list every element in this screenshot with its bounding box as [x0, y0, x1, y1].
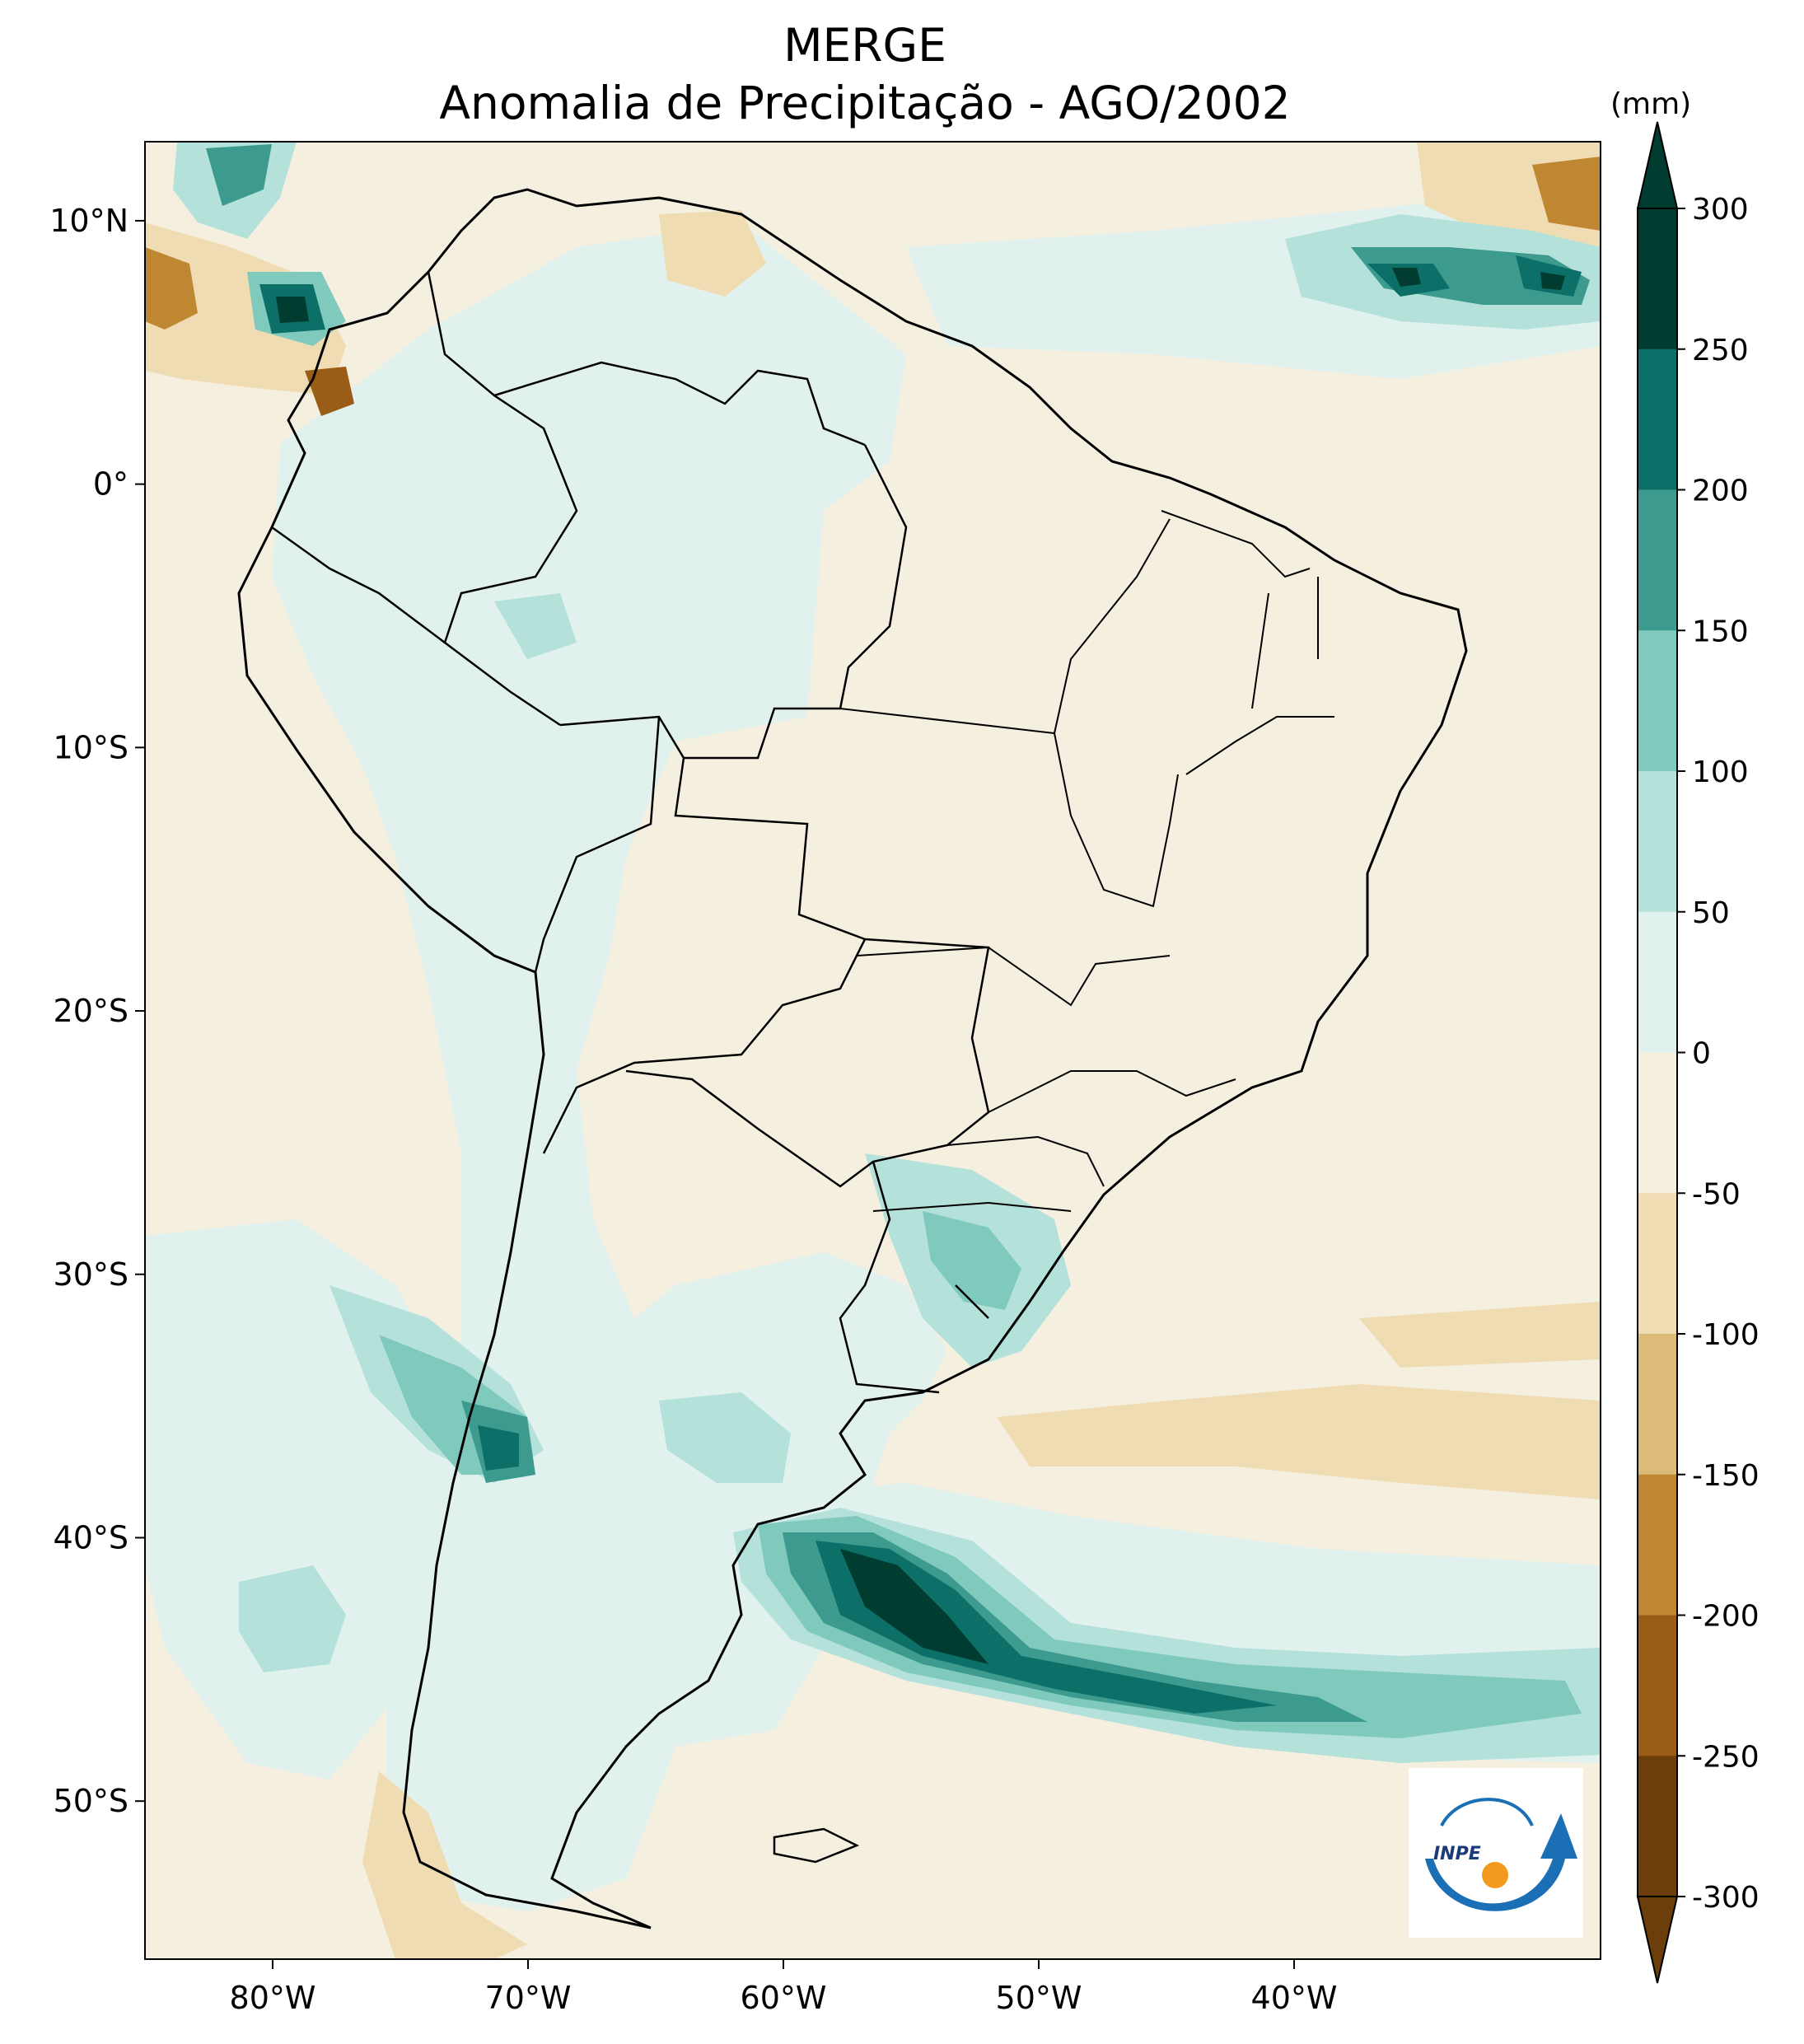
anomaly-pos-atlantic-band-200	[816, 1541, 1277, 1714]
colorbar-segment	[1638, 489, 1677, 631]
falklands-outline	[773, 1827, 860, 1864]
logo-orbit-arc	[1440, 1798, 1534, 1827]
colorbar-label: 250	[1692, 334, 1749, 367]
logo-arrow	[1425, 1813, 1577, 1911]
inpe-logo-graphic	[1425, 1798, 1577, 1911]
anomaly-pos-pacific-north-300	[276, 297, 309, 323]
anomaly-neg-pacific-north-strong	[145, 247, 198, 330]
colorbar-label: -150	[1692, 1459, 1760, 1493]
anomaly-pos-atlantic-band-100	[758, 1516, 1582, 1738]
y-tick-label: 40°S	[54, 1519, 129, 1555]
map-panel	[145, 142, 1601, 1959]
y-tick-label: 20°S	[54, 993, 129, 1029]
colorbar-segment	[1638, 1052, 1677, 1194]
x-tick-label: 80°W	[230, 1980, 316, 2016]
anomaly-pos-atlantic-north-300	[1392, 268, 1565, 290]
y-tick-label: 0°	[93, 466, 129, 503]
colorbar-segment	[1638, 1193, 1677, 1335]
colorbar-label: -50	[1692, 1177, 1741, 1211]
brazil-state-borders	[839, 510, 1334, 1212]
colorbar-unit-label: (mm)	[1610, 87, 1692, 121]
y-tick-label: 10°N	[49, 203, 129, 239]
colorbar-segment	[1638, 1756, 1677, 1897]
x-tick-label: 70°W	[485, 1980, 572, 2016]
colorbar-label: 150	[1692, 615, 1749, 648]
colorbar-label: 0	[1692, 1037, 1711, 1071]
anomaly-neg-atlantic-sw	[1359, 1302, 1601, 1368]
colorbar-segment	[1638, 208, 1677, 350]
x-tick-label: 50°W	[996, 1980, 1082, 2016]
colorbar-label: 200	[1692, 475, 1749, 508]
colorbar-label: 50	[1692, 896, 1730, 930]
anomaly-neg-venezuela	[659, 210, 766, 297]
anomaly-pos-pacific-south-50	[239, 1565, 346, 1672]
colorbar-label: -100	[1692, 1318, 1760, 1352]
y-tick-label: 30°S	[54, 1256, 129, 1293]
colorbar-label: 300	[1692, 193, 1749, 227]
colorbar-segment	[1638, 911, 1677, 1053]
x-axis-ticks: 80°W 70°W 60°W 50°W 40°W	[230, 1959, 1338, 2016]
anomaly-neg-atlantic-south	[997, 1384, 1601, 1499]
y-tick-label: 10°S	[54, 729, 129, 765]
x-tick-label: 40°W	[1251, 1980, 1338, 2016]
anomaly-pos-amazon-50	[494, 593, 577, 659]
colorbar-extend-max	[1636, 121, 1679, 209]
country-borders	[271, 271, 990, 1394]
inpe-logo: INPE	[1409, 1768, 1583, 1938]
colorbar-segment	[1638, 630, 1677, 772]
anomaly-neg-pacific-north	[145, 222, 346, 395]
colorbar-label: -200	[1692, 1600, 1760, 1634]
anomaly-pos-south-brazil-100	[923, 1211, 1021, 1310]
colorbar-label: 100	[1692, 755, 1749, 789]
anomaly-pos-chile-200	[478, 1425, 519, 1471]
colorbar-extend-min	[1636, 1896, 1679, 1984]
anomaly-pos-atlantic-band-250	[840, 1549, 988, 1664]
anomaly-neg-colombia-coast	[305, 367, 354, 416]
colorbar-label: -300	[1692, 1881, 1760, 1915]
colorbar-segment	[1638, 1615, 1677, 1756]
x-tick-label: 60°W	[741, 1980, 827, 2016]
south-america-coastline	[237, 188, 1468, 1929]
colorbar-segment	[1638, 1334, 1677, 1476]
anomaly-neg-patagonia-coast	[362, 1771, 527, 1959]
colorbar-segment	[1638, 348, 1677, 490]
anomaly-neg-atlantic-ne-strong	[1532, 157, 1601, 231]
colorbar-label: -250	[1692, 1740, 1760, 1774]
chart-title: MERGE	[783, 19, 946, 72]
y-axis-ticks: 10°N 0° 10°S 20°S 30°S 40°S 50°S	[49, 203, 145, 1819]
colorbar-segment	[1638, 771, 1677, 913]
anomaly-pos-panama-150	[206, 144, 272, 206]
map-frame	[144, 141, 1601, 1960]
colorbar: 300 250 200 150 100 50 0 -50 -100 -150 -200 -250 -30…	[1636, 121, 1760, 1984]
anomaly-pos-atlantic-north-250	[1367, 255, 1582, 297]
chart-subtitle: Anomalia de Precipitação - AGO/2002	[439, 77, 1291, 129]
anomaly-pos-argentina-50	[659, 1392, 791, 1483]
colorbar-segment	[1638, 1474, 1677, 1616]
logo-text: INPE	[1433, 1844, 1481, 1864]
y-tick-label: 50°S	[54, 1783, 129, 1819]
logo-sun-dot	[1482, 1862, 1508, 1888]
